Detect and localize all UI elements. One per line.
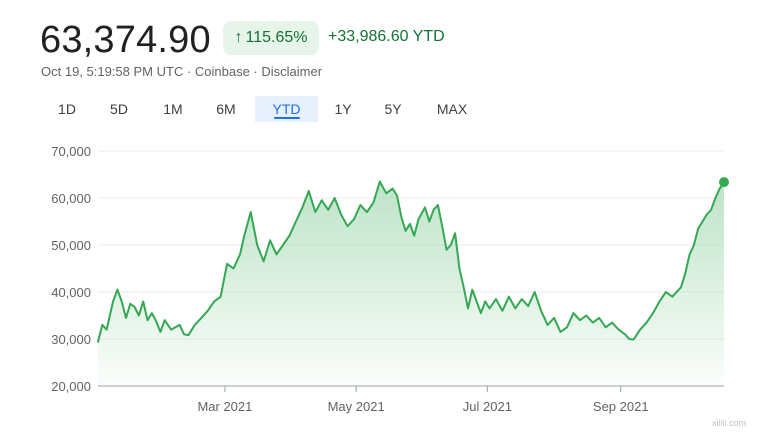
- tab-6m[interactable]: 6M: [210, 96, 242, 122]
- x-tick-label: Mar 2021: [197, 399, 252, 414]
- tab-1y[interactable]: 1Y: [328, 96, 358, 122]
- quote-meta: Oct 19, 5:19:58 PM UTC · Coinbase · Disc…: [41, 64, 323, 79]
- x-tick-label: May 2021: [328, 399, 385, 414]
- last-price-dot: [719, 177, 729, 188]
- tab-max[interactable]: MAX: [430, 96, 474, 122]
- arrow-up-icon: ↑: [234, 29, 243, 46]
- y-tick-label: 60,000: [51, 191, 91, 206]
- tab-5y[interactable]: 5Y: [378, 96, 408, 122]
- tab-1d[interactable]: 1D: [52, 96, 82, 122]
- tab-1m[interactable]: 1M: [158, 96, 188, 122]
- percent-change-value: 115.65%: [245, 29, 308, 46]
- y-tick-label: 30,000: [51, 332, 91, 347]
- watermark: xiilii.com: [711, 418, 746, 428]
- x-tick-label: Sep 2021: [593, 399, 649, 414]
- price-line: [97, 180, 725, 343]
- tab-label: 5D: [110, 101, 128, 117]
- tab-label: MAX: [436, 101, 468, 117]
- price-area-fill: [98, 181, 724, 386]
- tab-label: 1Y: [334, 101, 352, 117]
- tab-label: 1M: [163, 101, 183, 117]
- y-tick-label: 50,000: [51, 238, 91, 253]
- tab-label: YTD: [272, 101, 301, 117]
- tab-label: 5Y: [384, 101, 402, 117]
- y-tick-label: 20,000: [51, 379, 91, 394]
- ytd-change-value: +33,986.60 YTD: [328, 28, 445, 45]
- tab-label: 6M: [216, 101, 236, 117]
- price-value: 63,374.90: [40, 19, 211, 61]
- tab-5d[interactable]: 5D: [104, 96, 134, 122]
- tab-ytd[interactable]: YTD: [255, 96, 318, 122]
- active-tab-indicator: [273, 117, 300, 119]
- y-tick-label: 70,000: [51, 144, 91, 159]
- tab-label: 1D: [58, 101, 76, 117]
- percent-change-badge: ↑ 115.65%: [223, 21, 319, 55]
- y-tick-label: 40,000: [51, 285, 91, 300]
- x-tick-label: Jul 2021: [463, 399, 512, 414]
